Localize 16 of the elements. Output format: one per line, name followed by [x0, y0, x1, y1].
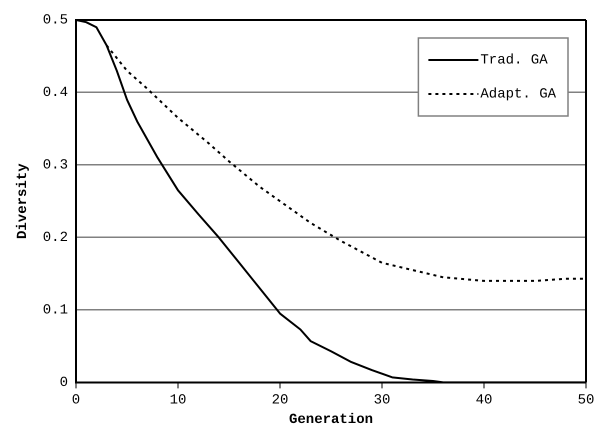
y-tick-label: 0.4: [42, 85, 68, 102]
legend-label: Adapt. GA: [480, 86, 557, 103]
y-tick-label: 0.5: [42, 12, 68, 29]
y-tick-label: 0.3: [42, 158, 68, 174]
x-tick-label: 40: [476, 392, 492, 409]
x-tick-label: 10: [170, 392, 186, 409]
y-tick-label: 0.1: [42, 302, 68, 319]
x-axis-title: Generation: [288, 412, 374, 428]
y-axis-title: Diversity: [14, 162, 31, 240]
y-tick-label: 0.2: [42, 230, 68, 246]
x-tick-label: 50: [578, 392, 594, 409]
x-tick-label: 20: [272, 392, 288, 409]
x-tick-label: 30: [374, 392, 390, 409]
legend-label: Trad. GA: [480, 52, 548, 69]
x-tick-label: 0: [72, 392, 80, 409]
y-tick-label: 0: [60, 375, 68, 392]
